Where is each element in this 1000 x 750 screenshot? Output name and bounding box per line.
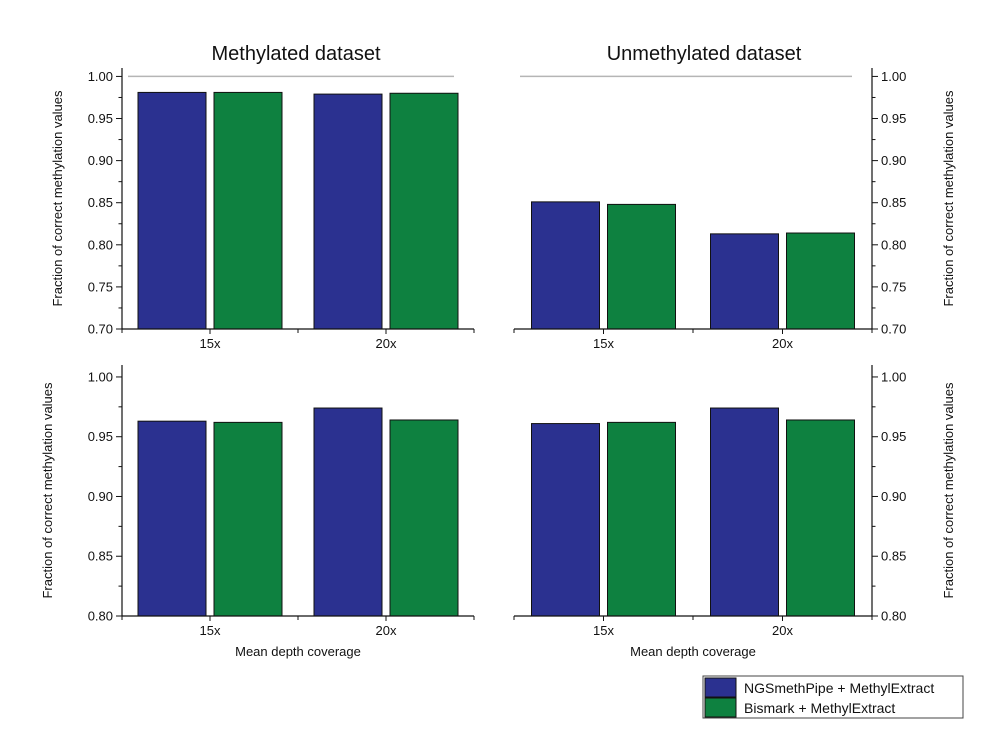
legend: NGSmethPipe + MethylExtract Bismark + Me… (702, 675, 964, 719)
y-tick-label: 0.90 (881, 153, 906, 168)
x-tick-label: 15x (593, 623, 614, 638)
y-tick-label: 1.00 (88, 369, 113, 384)
y-tick-label: 0.75 (881, 279, 906, 294)
y-tick-label: 0.90 (88, 153, 113, 168)
x-tick-label: 15x (593, 336, 614, 351)
x-tick-label: 15x (200, 623, 221, 638)
x-tick-label: 20x (772, 623, 793, 638)
y-tick-label: 0.95 (881, 429, 906, 444)
y-tick-label: 0.85 (88, 195, 113, 210)
panel-3: 15x 20x 0.80 0.85 0.90 0.95 1.00 Fraction of co… (513, 365, 956, 659)
x-tick-label: 20x (376, 623, 397, 638)
y-axis-label: Fraction of correct methylation values (40, 382, 55, 599)
bar-ngsmethpipe-15x (531, 423, 600, 617)
x-axis-label: Mean depth coverage (630, 644, 756, 659)
x-tick-label: 20x (772, 336, 793, 351)
bar-bismark-15x (607, 203, 676, 330)
y-tick-label: 0.70 (881, 322, 906, 337)
bar-ngsmethpipe-15x (137, 91, 207, 330)
y-tick-label: 1.00 (881, 369, 906, 384)
bar-bismark-20x (786, 232, 855, 330)
y-tick-label: 0.70 (88, 322, 113, 337)
y-tick-label: 0.75 (88, 279, 113, 294)
bar-ngsmethpipe-15x (137, 420, 207, 617)
y-tick-label: 0.80 (881, 237, 906, 252)
y-tick-label: 0.80 (88, 237, 113, 252)
legend-label-ngsmethpipe: NGSmethPipe + MethylExtract (744, 680, 934, 696)
panels: 15x 20x 0.70 0.75 0.80 0.85 0.90 0.95 1.00 Fracti… (40, 68, 956, 659)
bar-bismark-20x (786, 419, 855, 617)
y-tick-label: 0.95 (881, 111, 906, 126)
x-tick-label: 20x (376, 336, 397, 351)
title-unmethylated: Unmethylated dataset (607, 43, 802, 65)
y-tick-label: 0.80 (88, 609, 113, 624)
y-tick-label: 0.85 (881, 549, 906, 564)
panel-2: 15x 20x 0.80 0.85 0.90 0.95 1.00 Fraction of co… (40, 365, 475, 659)
title-methylated: Methylated dataset (212, 43, 381, 65)
y-tick-label: 0.90 (881, 489, 906, 504)
y-tick-label: 0.80 (881, 609, 906, 624)
bar-bismark-15x (607, 421, 676, 617)
bar-bismark-15x (213, 91, 283, 330)
legend-swatch-ngsmethpipe (704, 677, 737, 698)
x-tick-label: 15x (200, 336, 221, 351)
y-axis-label: Fraction of correct methylation values (941, 382, 956, 599)
legend-box (702, 675, 964, 719)
bar-ngsmethpipe-15x (531, 201, 600, 330)
y-axis-label: Fraction of correct methylation values (941, 90, 956, 307)
y-tick-label: 0.95 (88, 429, 113, 444)
bar-ngsmethpipe-20x (710, 407, 779, 617)
bar-bismark-20x (389, 92, 459, 330)
bar-ngsmethpipe-20x (313, 407, 383, 617)
x-axis-label: Mean depth coverage (235, 644, 361, 659)
bar-ngsmethpipe-20x (710, 233, 779, 330)
y-tick-label: 1.00 (88, 69, 113, 84)
y-tick-label: 1.00 (881, 69, 906, 84)
y-tick-label: 0.85 (881, 195, 906, 210)
panel-1: 15x 20x 0.70 0.75 0.80 0.85 0.90 0.95 1.00 Fracti… (513, 68, 956, 351)
y-tick-label: 0.95 (88, 111, 113, 126)
bar-ngsmethpipe-20x (313, 93, 383, 330)
legend-label-bismark: Bismark + MethylExtract (744, 700, 895, 716)
legend-swatch-bismark (704, 697, 737, 718)
y-tick-label: 0.90 (88, 489, 113, 504)
y-tick-label: 0.85 (88, 549, 113, 564)
panel-0: 15x 20x 0.70 0.75 0.80 0.85 0.90 0.95 1.00 Fracti… (50, 68, 475, 351)
bar-bismark-15x (213, 421, 283, 617)
bar-bismark-20x (389, 419, 459, 617)
y-axis-label: Fraction of correct methylation values (50, 90, 65, 307)
